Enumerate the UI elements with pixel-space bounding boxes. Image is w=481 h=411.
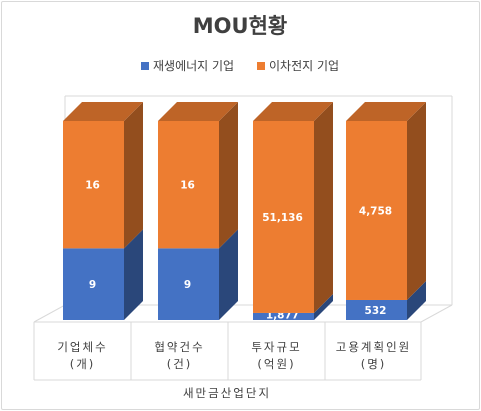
bar-side-face <box>407 102 426 300</box>
bar-side-face <box>219 229 238 320</box>
data-label: 4,758 <box>359 205 392 217</box>
bar-front-face <box>63 121 124 249</box>
bar-side-face <box>314 293 333 320</box>
bar-segment <box>346 102 426 300</box>
legend-swatch-series-1 <box>141 62 149 70</box>
bar-segment <box>158 102 238 249</box>
bar-side-face <box>124 102 143 249</box>
bar-front-face <box>346 299 407 320</box>
data-label: 16 <box>180 180 195 192</box>
bar-segment <box>63 102 143 249</box>
category-tick-label: (개) <box>70 357 96 371</box>
data-label: 9 <box>89 279 96 291</box>
category-tick-label: (명) <box>361 357 387 371</box>
bar-side-face <box>219 102 238 249</box>
bar-top-face <box>63 102 143 121</box>
bar-side-face <box>407 280 426 320</box>
legend-swatch-series-2 <box>257 62 265 70</box>
bar-segment <box>253 293 333 320</box>
bar-side-face <box>124 229 143 320</box>
data-label: 532 <box>365 305 387 317</box>
bar-top-face <box>346 102 426 121</box>
category-tick-label: (건) <box>167 357 193 371</box>
bar-front-face <box>158 121 219 249</box>
legend: 재생에너지 기업 이차전지 기업 <box>141 59 339 73</box>
chart-title: MOU현황 <box>193 14 287 38</box>
category-tick-label: (억원) <box>257 357 295 371</box>
category-tick-label: 투자규모 <box>251 340 301 354</box>
bar-segment <box>158 229 238 320</box>
bar-segment <box>63 229 143 320</box>
data-label: 9 <box>184 279 191 291</box>
group-label: 새만금산업단지 <box>183 386 271 400</box>
legend-label-series-2: 이차전지 기업 <box>269 59 339 73</box>
bar-segment <box>253 102 333 313</box>
category-tick-label: 협약건수 <box>154 340 204 354</box>
bar-front-face <box>158 248 219 320</box>
bar-front-face <box>63 248 124 320</box>
bar-top-face <box>253 102 333 121</box>
bar-side-face <box>314 102 333 313</box>
category-tick-label: 기업체수 <box>57 340 107 354</box>
bar-front-face <box>253 312 314 320</box>
category-tick-label: 고용계획인원 <box>336 340 411 354</box>
bar-top-face <box>158 102 238 121</box>
legend-label-series-1: 재생에너지 기업 <box>153 59 234 73</box>
bar-segment <box>346 280 426 320</box>
category-labels: 기업체수 (개) 협약건수 (건) 투자규모 (억원) 고용계획인원 (명) <box>57 340 411 371</box>
data-label: 16 <box>85 180 100 192</box>
bar-front-face <box>253 121 314 313</box>
data-label: 51,136 <box>262 212 303 224</box>
bar-front-face <box>346 121 407 300</box>
